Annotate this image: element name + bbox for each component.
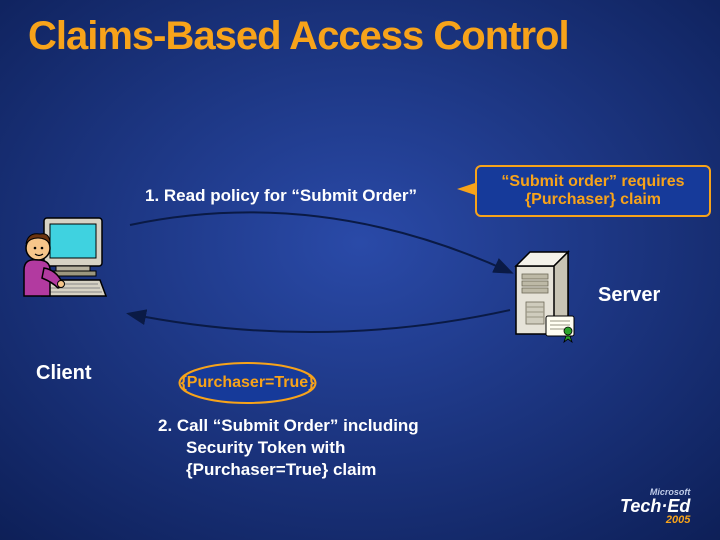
policy-callout: “Submit order” requires {Purchaser} clai… <box>475 165 711 217</box>
arrow-response <box>130 310 510 332</box>
client-label: Client <box>36 362 92 385</box>
slide: Claims-Based Access Control <box>0 0 720 540</box>
slide-title: Claims-Based Access Control <box>28 14 569 59</box>
step2-line1: 2. Call “Submit Order” including <box>158 416 419 436</box>
callout-line1: “Submit order” requires <box>501 173 684 191</box>
token-shape <box>0 0 720 540</box>
logo-year: 2005 <box>620 515 690 526</box>
server-label: Server <box>598 284 660 307</box>
logo-teched: Tech·Ed <box>620 497 690 515</box>
background <box>0 0 720 540</box>
token-label: {Purchaser=True} <box>155 365 340 401</box>
callout-line2: {Purchaser} claim <box>525 191 661 209</box>
client-icon <box>0 0 720 540</box>
arrows-layer <box>0 0 720 540</box>
arrow-read-policy <box>130 212 510 272</box>
teched-logo: Microsoft Tech·Ed 2005 <box>620 488 690 526</box>
callout-pointer <box>457 183 475 195</box>
step1-label: 1. Read policy for “Submit Order” <box>145 186 417 206</box>
step2-line2: Security Token with <box>186 438 345 458</box>
step2-line3: {Purchaser=True} claim <box>186 460 376 480</box>
token-text: {Purchaser=True} <box>181 374 315 392</box>
server-icon <box>0 0 720 540</box>
